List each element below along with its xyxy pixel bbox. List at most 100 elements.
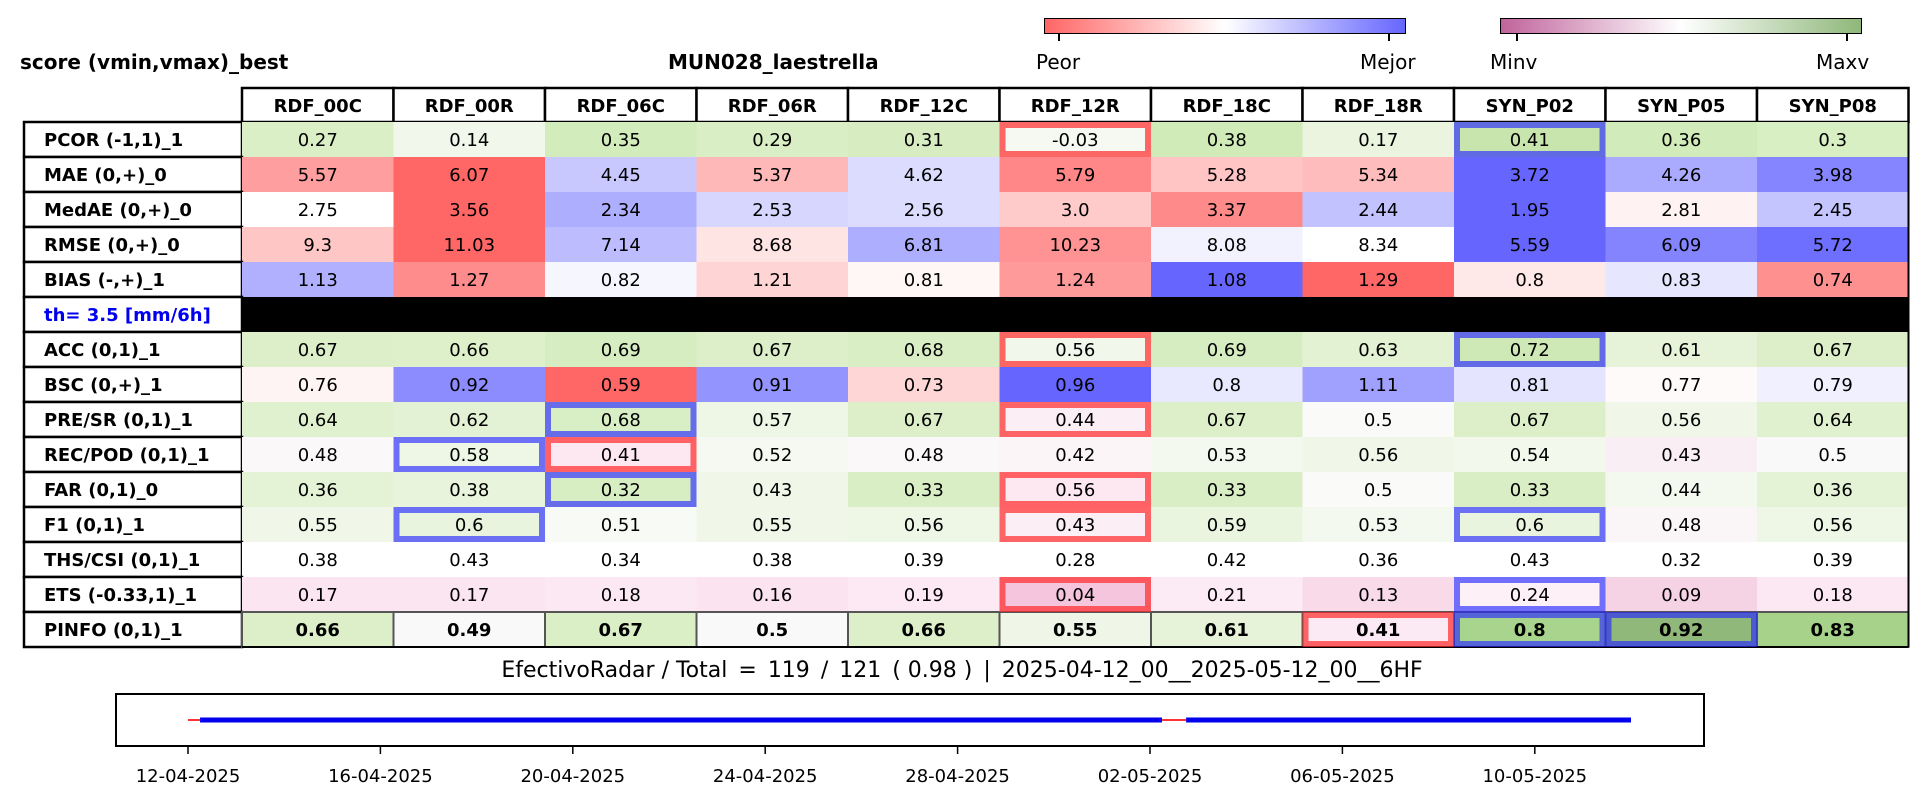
x-tick-label: 28-04-2025 [905, 766, 1010, 787]
best-highlight-box [1454, 507, 1606, 542]
score-value: 0.33 [1207, 480, 1247, 501]
score-value: 0.56 [1358, 445, 1398, 466]
score-cell [1454, 262, 1606, 297]
score-cell [848, 402, 1000, 437]
score-value: 0.04 [1055, 585, 1095, 606]
column-header: RDF_12C [880, 96, 968, 117]
score-value: 0.91 [752, 375, 792, 396]
score-value: 0.67 [599, 620, 643, 641]
column-header: RDF_12R [1031, 96, 1120, 117]
score-value: 0.16 [752, 585, 792, 606]
score-value: 0.67 [904, 410, 944, 431]
column-header-cell [392, 86, 547, 124]
score-cell [1757, 227, 1909, 262]
score-value: 0.56 [1661, 410, 1701, 431]
score-cell [545, 332, 697, 367]
score-cell [1151, 542, 1303, 577]
score-cell [1454, 367, 1606, 402]
best-highlight-box [1454, 612, 1606, 647]
score-value: 0.51 [601, 515, 641, 536]
score-value: 0.79 [1813, 375, 1853, 396]
score-cell [1302, 227, 1454, 262]
x-tick-label: 10-05-2025 [1482, 766, 1587, 787]
score-cell [696, 157, 848, 192]
minv-maxv-colorbar [1500, 18, 1862, 34]
score-value: 0.43 [1661, 445, 1701, 466]
score-value: 0.61 [1661, 340, 1701, 361]
score-cell [1151, 367, 1303, 402]
coverage-timeline: 12-04-2025 16-04-2025 20-04-2025 24-04-2025… [115, 693, 1705, 787]
column-header: RDF_00R [425, 96, 514, 117]
score-value: 1.21 [752, 270, 792, 291]
score-value: 0.74 [1813, 270, 1853, 291]
score-cell [848, 577, 1000, 612]
score-cell [1302, 332, 1454, 367]
score-cell [1454, 227, 1606, 262]
score-cell [545, 157, 697, 192]
score-value: 0.69 [601, 340, 641, 361]
row-label: MAE (0,+)_0 [44, 165, 167, 186]
score-cell [1454, 472, 1606, 507]
score-cell [848, 227, 1000, 262]
score-value: 0.42 [1207, 550, 1247, 571]
score-cell [1757, 507, 1909, 542]
x-tick-label: 24-04-2025 [713, 766, 818, 787]
worst-highlight-box [1302, 612, 1454, 647]
score-cell [1757, 577, 1909, 612]
score-value: 0.41 [1356, 620, 1400, 641]
score-value: 5.28 [1207, 165, 1247, 186]
score-value: 1.29 [1358, 270, 1398, 291]
score-value: 5.34 [1358, 165, 1398, 186]
score-value: 2.53 [752, 200, 792, 221]
worst-highlight-box [999, 577, 1151, 612]
score-cell [393, 227, 545, 262]
x-tick-label: 16-04-2025 [328, 766, 433, 787]
score-value: 10.23 [1049, 235, 1101, 256]
score-value: 0.81 [1510, 375, 1550, 396]
score-cell [696, 472, 848, 507]
score-cell [1605, 367, 1757, 402]
worst-highlight-box [999, 332, 1151, 367]
score-cell [1605, 192, 1757, 227]
column-header: RDF_06C [577, 96, 665, 117]
score-cell [1757, 157, 1909, 192]
row-label: RMSE (0,+)_0 [44, 235, 180, 256]
score-value: 0.18 [1813, 585, 1853, 606]
score-value: 0.32 [601, 480, 641, 501]
score-cell [242, 367, 394, 402]
score-value: 1.95 [1510, 200, 1550, 221]
score-cell [1757, 122, 1909, 157]
peor-mejor-colorbar [1044, 18, 1406, 34]
score-value: 0.63 [1358, 340, 1398, 361]
score-value: 0.17 [298, 585, 338, 606]
score-cell [696, 507, 848, 542]
column-header: SYN_P02 [1486, 96, 1574, 117]
score-cell [545, 367, 697, 402]
score-cell [1302, 367, 1454, 402]
column-header: RDF_06R [728, 96, 817, 117]
score-value: 0.33 [1510, 480, 1550, 501]
score-value: 5.59 [1510, 235, 1550, 256]
score-value: 0.43 [752, 480, 792, 501]
score-value: 5.37 [752, 165, 792, 186]
row-label: PRE/SR (0,1)_1 [44, 410, 193, 431]
score-value: 0.76 [298, 375, 338, 396]
best-highlight-box [1454, 122, 1606, 157]
best-highlight-box [1605, 612, 1757, 647]
score-cell [393, 262, 545, 297]
score-value: 0.39 [1813, 550, 1853, 571]
score-value: -0.03 [1052, 130, 1099, 151]
row-label: REC/POD (0,1)_1 [44, 445, 210, 466]
score-value: 0.92 [1659, 620, 1703, 641]
score-cell [393, 542, 545, 577]
score-value: 0.82 [601, 270, 641, 291]
maxv-label: Maxv [1816, 50, 1870, 74]
score-cell [696, 227, 848, 262]
score-cell [696, 262, 848, 297]
score-value: 0.41 [1510, 130, 1550, 151]
score-value: 3.72 [1510, 165, 1550, 186]
score-cell [999, 227, 1151, 262]
score-value: 0.64 [1813, 410, 1853, 431]
row-label-cell [22, 225, 244, 264]
score-value: 0.62 [449, 410, 489, 431]
